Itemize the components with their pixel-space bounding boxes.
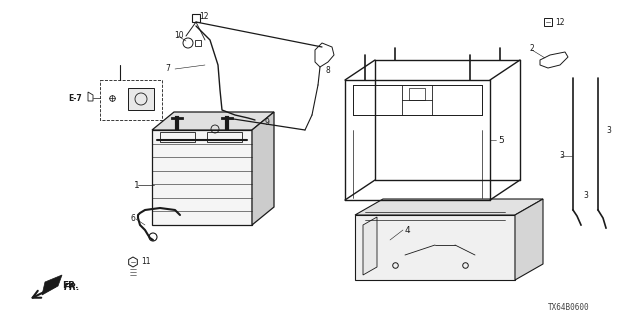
Polygon shape [355, 215, 515, 280]
Text: 8: 8 [325, 66, 330, 75]
Text: FR.: FR. [64, 284, 81, 292]
Text: 4: 4 [405, 226, 411, 235]
Text: 5: 5 [498, 135, 504, 145]
Bar [100, 80, 162, 120]
Bar [409, 88, 425, 100]
Text: 11: 11 [141, 258, 150, 267]
Text: 6: 6 [130, 213, 135, 222]
Text: 1: 1 [134, 180, 140, 189]
Bar [160, 132, 195, 142]
Text: 12: 12 [555, 18, 564, 27]
Polygon shape [252, 112, 274, 225]
Text: 9: 9 [264, 117, 269, 126]
Text: 12: 12 [199, 12, 209, 20]
Text: E-7: E-7 [68, 93, 82, 102]
Text: 7: 7 [165, 63, 170, 73]
Text: FR.: FR. [62, 281, 79, 290]
Text: 3: 3 [559, 150, 564, 159]
Bar [544, 18, 552, 26]
Text: TX64B0600: TX64B0600 [548, 303, 590, 312]
Bar [128, 88, 154, 110]
Text: 3: 3 [606, 125, 611, 134]
Polygon shape [515, 199, 543, 280]
Polygon shape [42, 275, 62, 295]
Bar [253, 118, 260, 125]
Polygon shape [152, 130, 252, 225]
Text: 3: 3 [583, 190, 588, 199]
Bar [195, 40, 201, 46]
Bar [192, 14, 200, 22]
Text: 2: 2 [530, 44, 535, 52]
Polygon shape [363, 217, 377, 275]
Polygon shape [355, 199, 543, 215]
Polygon shape [152, 112, 274, 130]
Text: 10: 10 [174, 30, 184, 39]
Bar [207, 132, 242, 142]
